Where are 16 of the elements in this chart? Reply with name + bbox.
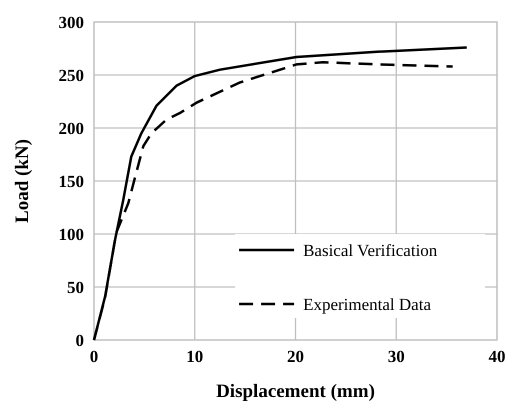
y-tick-label: 200 — [58, 119, 84, 138]
y-tick-label: 0 — [76, 331, 84, 350]
y-tick-label: 300 — [58, 13, 84, 32]
x-tick-label: 20 — [287, 347, 304, 366]
y-tick-label: 150 — [58, 172, 84, 191]
x-tick-label: 10 — [186, 347, 204, 366]
x-axis-title: Displacement (mm) — [216, 381, 375, 402]
x-tick-label: 0 — [90, 347, 98, 366]
x-tick-label: 30 — [388, 347, 405, 366]
x-tick-label: 40 — [488, 347, 506, 366]
y-tick-label: 100 — [58, 225, 84, 244]
y-tick-label: 50 — [67, 278, 84, 297]
y-tick-label: 250 — [58, 66, 84, 85]
legend-label: Experimental Data — [303, 295, 432, 314]
legend-label: Basical Verification — [303, 241, 438, 260]
y-axis-title: Load (kN) — [12, 139, 33, 223]
